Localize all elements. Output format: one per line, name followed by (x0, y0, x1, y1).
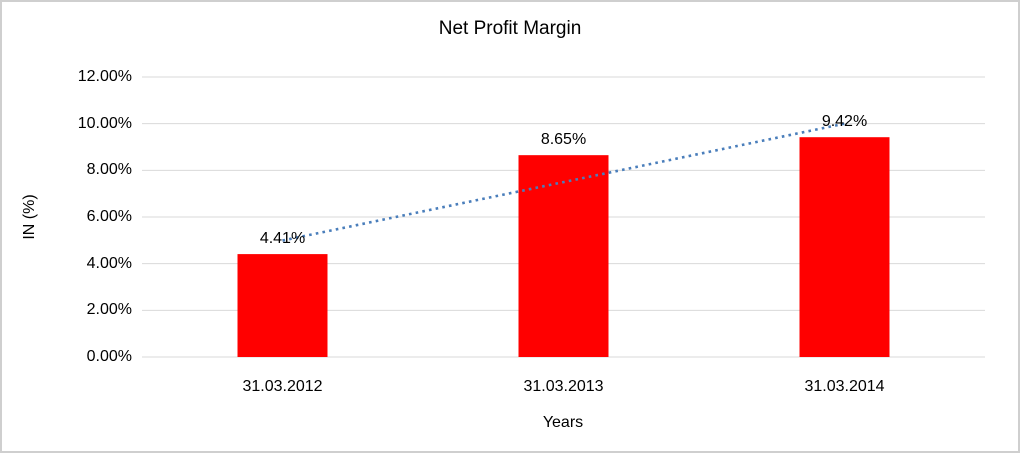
bar (799, 137, 890, 357)
y-tick-label: 0.00% (86, 348, 132, 365)
y-tick-label: 6.00% (86, 208, 132, 225)
bar (237, 254, 328, 357)
bar-value-label: 4.41% (259, 230, 306, 248)
x-tick-label: 31.03.2014 (804, 378, 885, 395)
x-axis-title: Years (542, 414, 584, 431)
chart-title: Net Profit Margin (438, 18, 582, 39)
y-tick-label: 4.00% (86, 254, 132, 272)
x-tick-label: 31.03.2013 (523, 378, 604, 395)
y-tick-label: 2.00% (86, 301, 132, 319)
x-tick-label: 31.03.2012 (242, 378, 323, 395)
y-tick-label: 10.00% (77, 114, 132, 132)
y-tick-label: 12.00% (77, 68, 132, 85)
trendline (282, 122, 845, 242)
bar-value-label: 9.42% (821, 113, 868, 131)
y-tick-label: 8.00% (86, 161, 132, 179)
bar-value-label: 8.65% (540, 131, 587, 149)
bar (518, 155, 609, 357)
